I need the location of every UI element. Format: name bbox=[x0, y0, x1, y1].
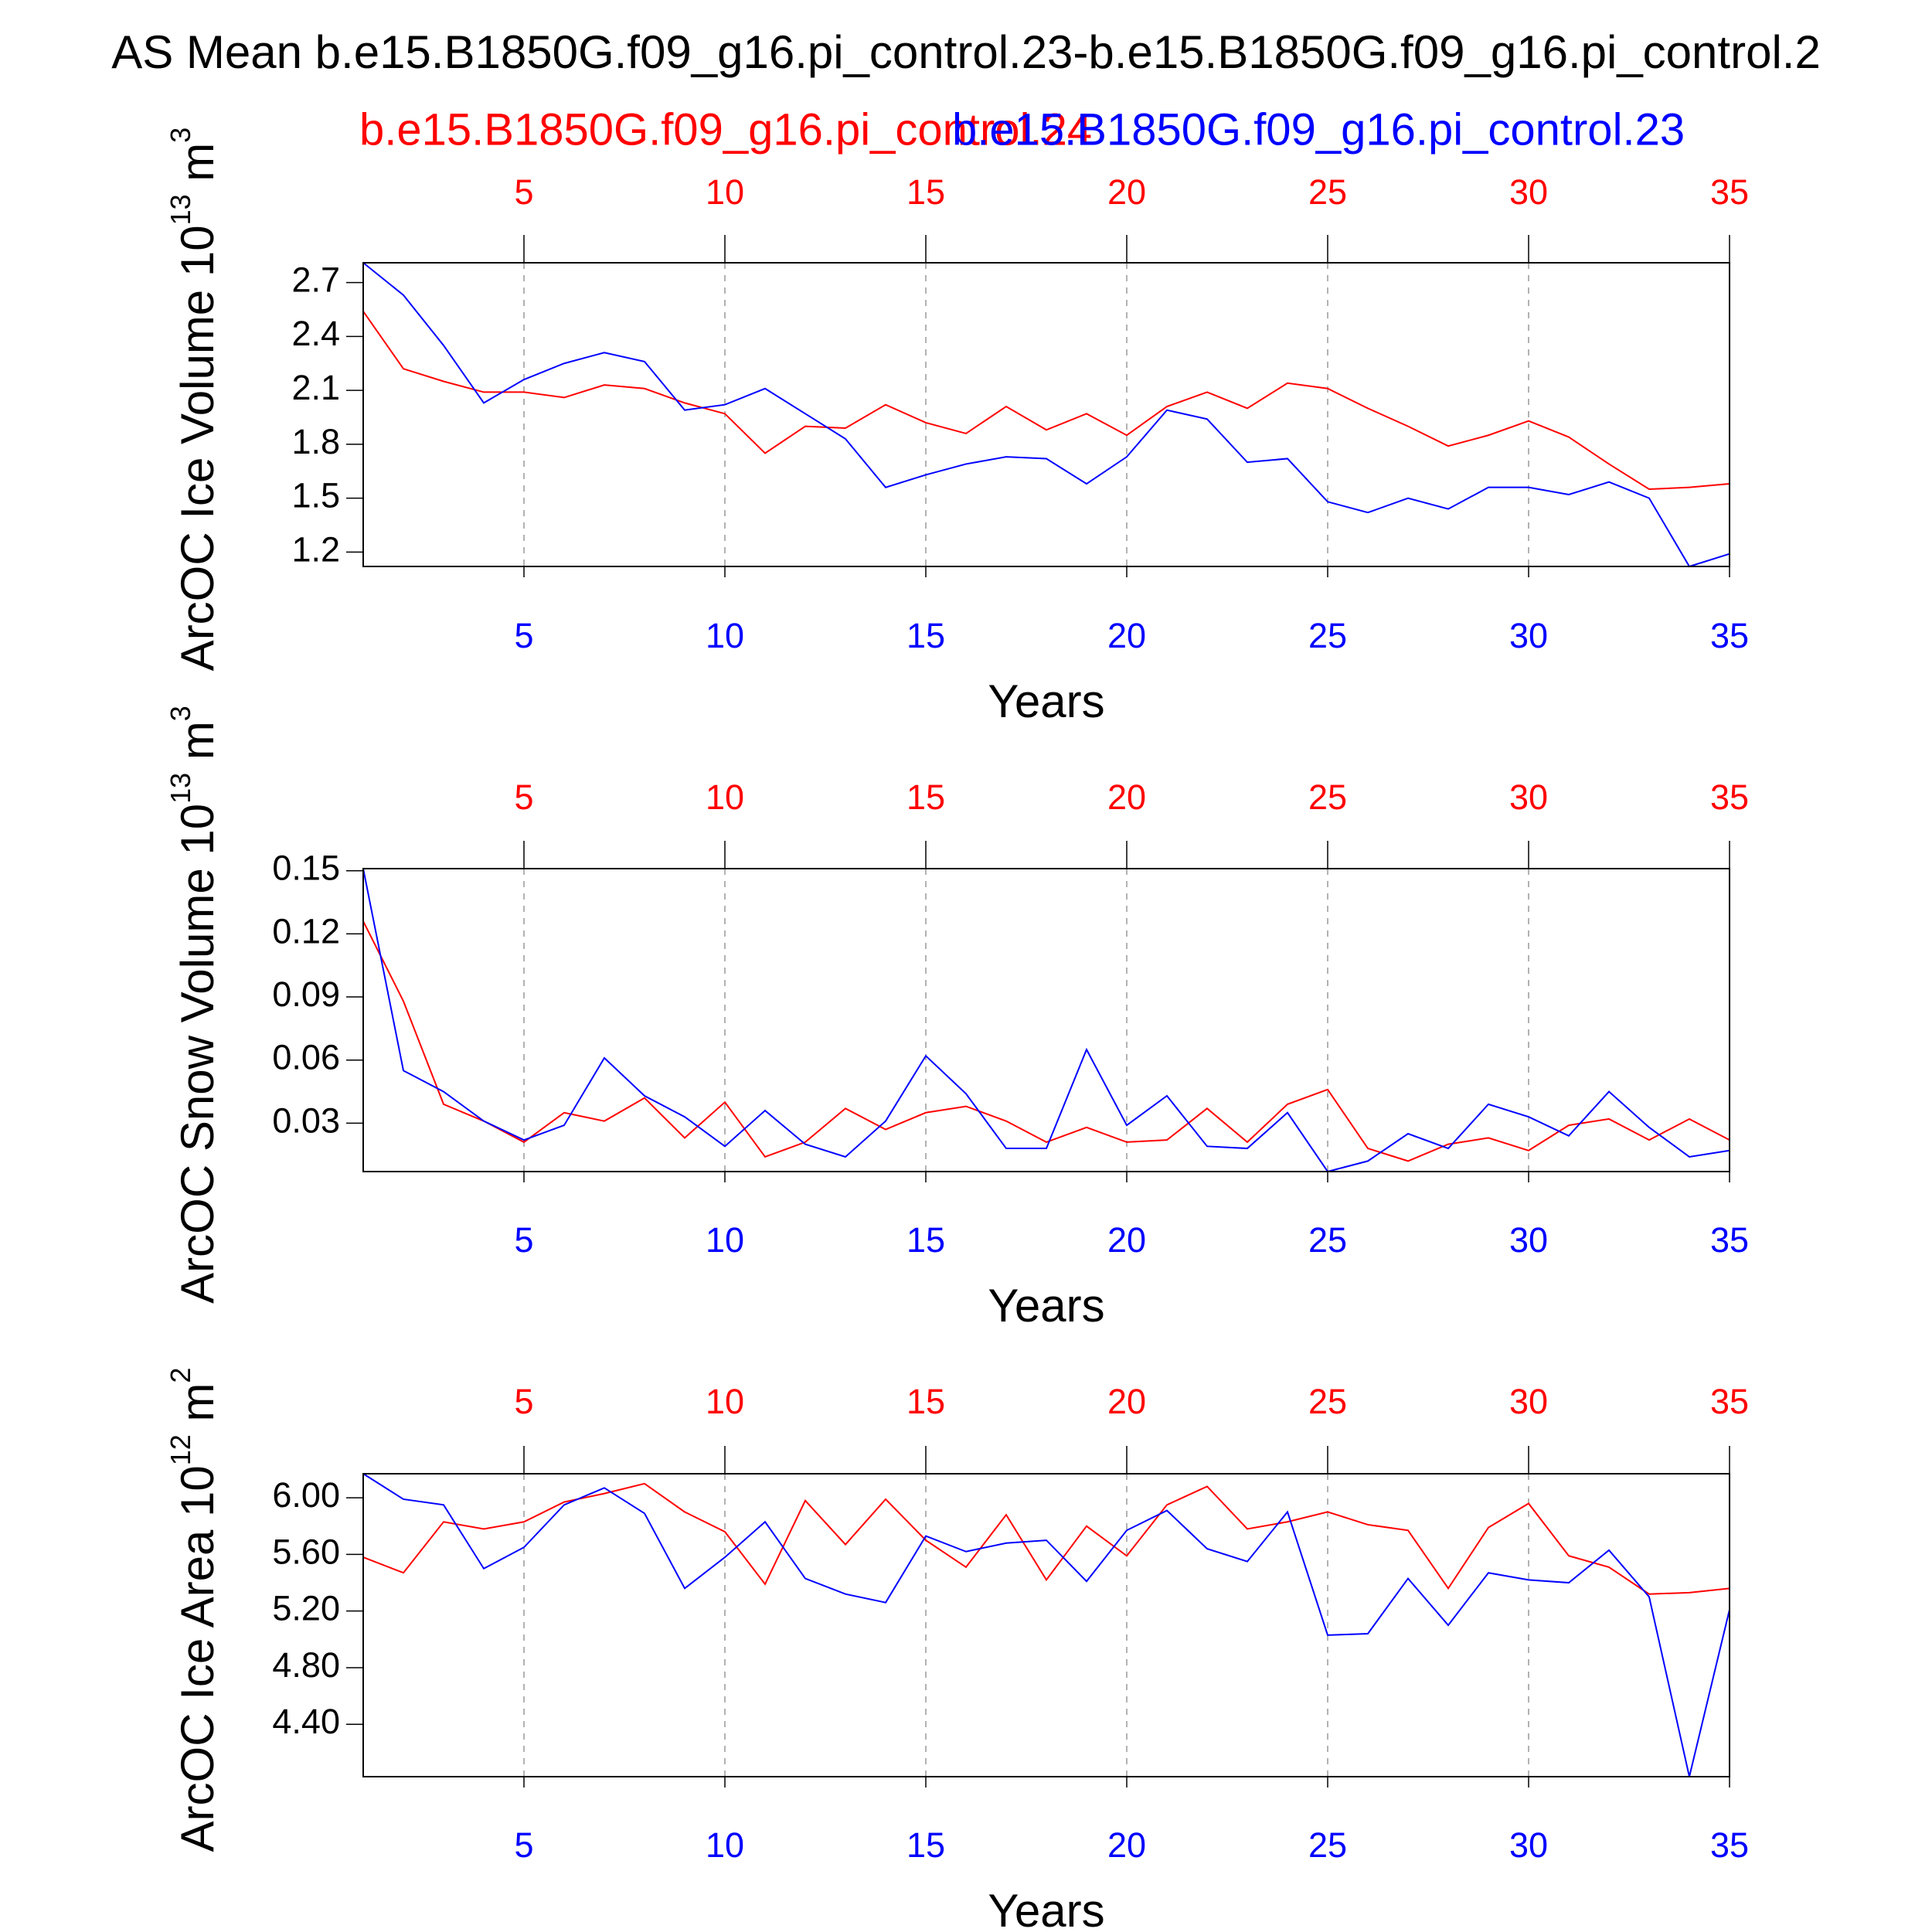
x-tick-label: 10 bbox=[706, 1220, 744, 1260]
y-axis-label-exponent: 13 bbox=[165, 773, 196, 804]
y-axis-label: ArcOC Snow Volume 1013 m3 bbox=[165, 706, 223, 1304]
y-tick-label: 0.06 bbox=[272, 1038, 340, 1077]
plot-frame bbox=[362, 262, 1730, 567]
x-tick-label: 15 bbox=[906, 1825, 945, 1865]
y-tick-label: 4.80 bbox=[272, 1645, 340, 1685]
x-axis-label: Years bbox=[988, 1280, 1104, 1332]
x2-tick-label: 10 bbox=[706, 1382, 744, 1421]
legend-entry: b.e15.B1850G.f09_g16.pi_control.23 bbox=[952, 104, 1685, 155]
y-tick-label: 2.7 bbox=[291, 260, 340, 299]
x2-tick-label: 30 bbox=[1509, 1382, 1548, 1421]
legend-entry: b.e15.B1850G.f09_g16.pi_control.24 bbox=[359, 104, 1092, 155]
x-tick-label: 25 bbox=[1308, 616, 1347, 655]
x-tick-label: 30 bbox=[1509, 1825, 1548, 1865]
y-tick-label: 0.15 bbox=[272, 849, 340, 888]
x-axis-label: Years bbox=[988, 1885, 1104, 1932]
x-tick-label: 15 bbox=[906, 1220, 945, 1260]
y-axis-label: ArcOC Ice Volume 1013 m3 bbox=[165, 128, 223, 672]
x-tick-label: 20 bbox=[1107, 1220, 1146, 1260]
y-tick-label: 1.5 bbox=[291, 476, 340, 515]
x2-tick-label: 15 bbox=[906, 777, 945, 817]
x2-tick-label: 5 bbox=[514, 777, 533, 817]
x-tick-label: 25 bbox=[1308, 1220, 1347, 1260]
y-axis-label-exponent: 2 bbox=[165, 1368, 196, 1383]
x2-tick-label: 5 bbox=[514, 172, 533, 212]
plot-frame bbox=[362, 1473, 1730, 1777]
x-tick-label: 5 bbox=[514, 1825, 533, 1865]
y-tick-label: 2.1 bbox=[291, 368, 340, 407]
x2-tick-label: 30 bbox=[1509, 172, 1548, 212]
x-axis-label: Years bbox=[988, 675, 1104, 727]
data-line bbox=[362, 1482, 1730, 1595]
y-axis-label-part: m bbox=[172, 721, 223, 773]
x-tick-label: 5 bbox=[514, 1220, 533, 1260]
y-tick-label: 6.00 bbox=[272, 1475, 340, 1515]
x2-tick-label: 35 bbox=[1710, 172, 1749, 212]
y-axis-label-exponent: 13 bbox=[165, 194, 196, 225]
plot-frame bbox=[362, 868, 1730, 1172]
data-line bbox=[362, 1473, 1730, 1777]
y-axis-label-part: m bbox=[172, 1383, 223, 1435]
y-axis-label-part: ArcOC Ice Volume 10 bbox=[172, 225, 223, 671]
x-tick-label: 20 bbox=[1107, 1825, 1146, 1865]
x-tick-label: 5 bbox=[514, 616, 533, 655]
x-tick-label: 30 bbox=[1509, 1220, 1548, 1260]
x2-tick-label: 15 bbox=[906, 1382, 945, 1421]
x-tick-label: 10 bbox=[706, 1825, 744, 1865]
x-tick-label: 35 bbox=[1710, 1220, 1749, 1260]
x2-tick-label: 20 bbox=[1107, 1382, 1146, 1421]
y-tick-label: 0.09 bbox=[272, 975, 340, 1014]
chart-title: AS Mean b.e15.B1850G.f09_g16.pi_control.… bbox=[111, 26, 1821, 78]
x-tick-label: 25 bbox=[1308, 1825, 1347, 1865]
data-line bbox=[362, 868, 1730, 1173]
x-tick-label: 20 bbox=[1107, 616, 1146, 655]
y-axis-label-exponent: 3 bbox=[165, 128, 196, 143]
x-tick-label: 15 bbox=[906, 616, 945, 655]
x2-tick-label: 35 bbox=[1710, 1382, 1749, 1421]
x2-tick-label: 25 bbox=[1308, 1382, 1347, 1421]
x-tick-label: 10 bbox=[706, 616, 744, 655]
data-line bbox=[362, 920, 1730, 1162]
x-tick-label: 30 bbox=[1509, 616, 1548, 655]
x2-tick-label: 10 bbox=[706, 172, 744, 212]
data-line bbox=[362, 311, 1730, 491]
y-tick-label: 0.12 bbox=[272, 911, 340, 951]
data-line bbox=[362, 262, 1730, 568]
x2-tick-label: 25 bbox=[1308, 172, 1347, 212]
y-tick-label: 5.20 bbox=[272, 1589, 340, 1628]
x2-tick-label: 20 bbox=[1107, 777, 1146, 817]
x2-tick-label: 35 bbox=[1710, 777, 1749, 817]
x-tick-label: 35 bbox=[1710, 1825, 1749, 1865]
y-tick-label: 4.40 bbox=[272, 1702, 340, 1741]
y-tick-label: 5.60 bbox=[272, 1532, 340, 1571]
y-axis-label-part: m bbox=[172, 143, 223, 195]
x2-tick-label: 5 bbox=[514, 1382, 533, 1421]
y-tick-label: 0.03 bbox=[272, 1100, 340, 1140]
y-tick-label: 1.2 bbox=[291, 529, 340, 569]
y-tick-label: 2.4 bbox=[291, 314, 340, 353]
y-axis-label-exponent: 12 bbox=[165, 1434, 196, 1465]
x2-tick-label: 30 bbox=[1509, 777, 1548, 817]
x2-tick-label: 10 bbox=[706, 777, 744, 817]
y-tick-label: 1.8 bbox=[291, 422, 340, 461]
x2-tick-label: 20 bbox=[1107, 172, 1146, 212]
y-axis-label-part: ArcOC Snow Volume 10 bbox=[172, 804, 223, 1304]
y-axis-label-exponent: 3 bbox=[165, 706, 196, 721]
x2-tick-label: 15 bbox=[906, 172, 945, 212]
x-tick-label: 35 bbox=[1710, 616, 1749, 655]
x2-tick-label: 25 bbox=[1308, 777, 1347, 817]
y-axis-label-part: ArcOC Ice Area 10 bbox=[172, 1465, 223, 1852]
y-axis-label: ArcOC Ice Area 1012 m2 bbox=[165, 1368, 223, 1852]
